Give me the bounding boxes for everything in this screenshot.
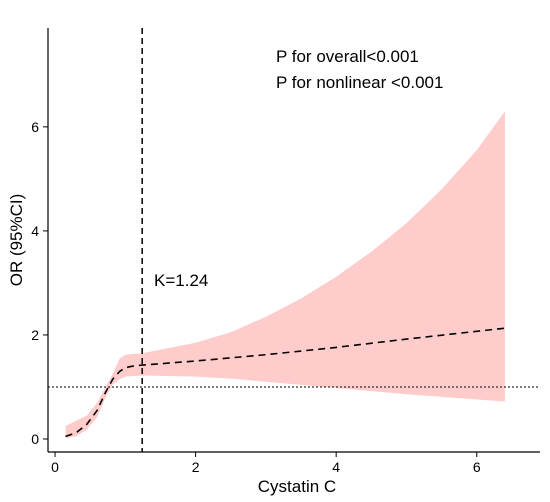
x-tick-label: 2 — [192, 459, 200, 475]
x-ticks: 0 2 4 6 — [51, 452, 481, 475]
y-tick-label: 0 — [31, 431, 39, 447]
x-axis: 0 2 4 6 Cystatin C — [48, 451, 540, 496]
x-axis-title: Cystatin C — [258, 477, 336, 496]
y-tick-label: 6 — [31, 119, 39, 135]
y-ticks: 0 2 4 6 — [31, 119, 48, 447]
plot-area — [48, 28, 540, 452]
knot-label: K=1.24 — [154, 271, 208, 290]
confidence-band — [65, 111, 505, 438]
y-tick-label: 2 — [31, 327, 39, 343]
or-curve — [65, 327, 505, 438]
p-overall-label: P for overall<0.001 — [276, 47, 419, 66]
y-tick-label: 4 — [31, 223, 39, 239]
y-axis: 0 2 4 6 OR (95%CI) — [7, 28, 49, 452]
y-axis-title: OR (95%CI) — [7, 194, 26, 287]
x-tick-label: 4 — [332, 459, 340, 475]
x-tick-label: 0 — [51, 459, 59, 475]
x-tick-label: 6 — [473, 459, 481, 475]
p-nonlinear-label: P for nonlinear <0.001 — [276, 73, 443, 92]
